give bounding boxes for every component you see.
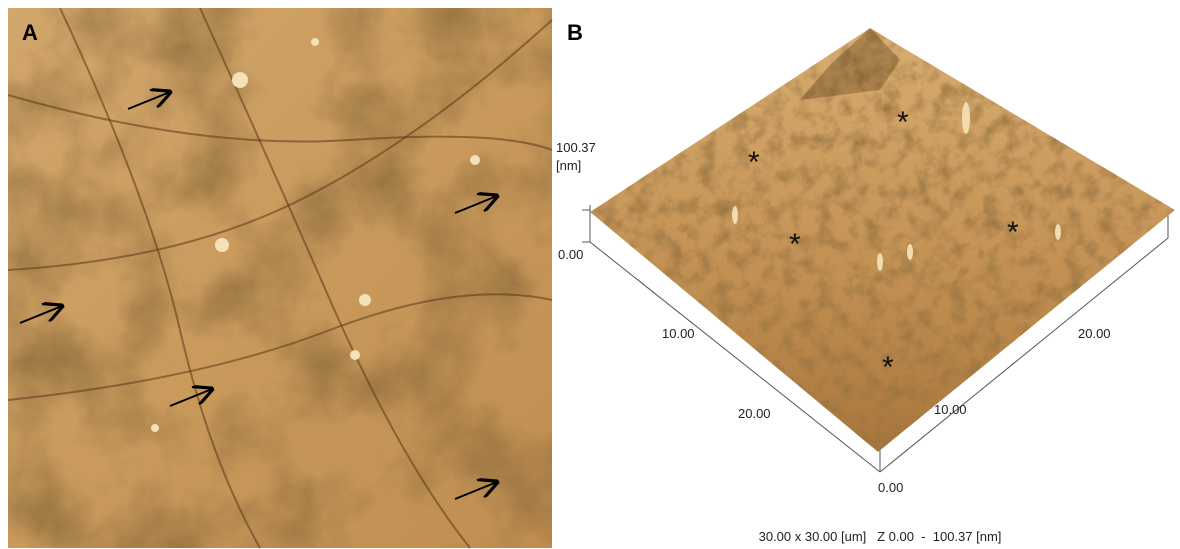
marker: * <box>789 228 801 261</box>
right-tick-label: 20.00 <box>1078 326 1111 341</box>
peak <box>907 244 913 260</box>
z-unit: [nm] <box>556 158 581 173</box>
left-tick-label: 10.00 <box>662 326 695 341</box>
panel-a: A <box>8 8 552 548</box>
figure: A B 100.37 [nm] 0.00 <box>0 0 1180 549</box>
marker: * <box>882 351 894 384</box>
particle <box>232 72 248 88</box>
panel-label: B <box>567 20 583 45</box>
peak <box>732 206 738 224</box>
page: A B 100.37 [nm] 0.00 <box>0 0 1180 549</box>
right-tick-label: 10.00 <box>934 402 967 417</box>
particle <box>470 155 480 165</box>
z-min-label: 0.00 <box>558 247 583 262</box>
left-tick-label: 20.00 <box>738 406 771 421</box>
marker: * <box>748 146 760 179</box>
particle <box>215 238 229 252</box>
particle <box>151 424 159 432</box>
caption: 30.00 x 30.00 [um] Z 0.00 - 100.37 [nm] <box>759 529 1002 544</box>
origin-label: 0.00 <box>878 480 903 495</box>
panel-b: B 100.37 [nm] 0.00 10.00 20.00 <box>556 20 1180 544</box>
marker: * <box>1007 216 1019 249</box>
particle <box>359 294 371 306</box>
surface <box>585 25 1180 455</box>
marker: * <box>897 106 909 139</box>
peak <box>962 102 970 134</box>
surface-texture <box>585 25 1180 455</box>
z-max-label: 100.37 <box>556 140 596 155</box>
particle <box>350 350 360 360</box>
peak <box>877 253 883 271</box>
particle <box>311 38 319 46</box>
peak <box>1055 224 1061 240</box>
panel-label: A <box>22 20 38 45</box>
